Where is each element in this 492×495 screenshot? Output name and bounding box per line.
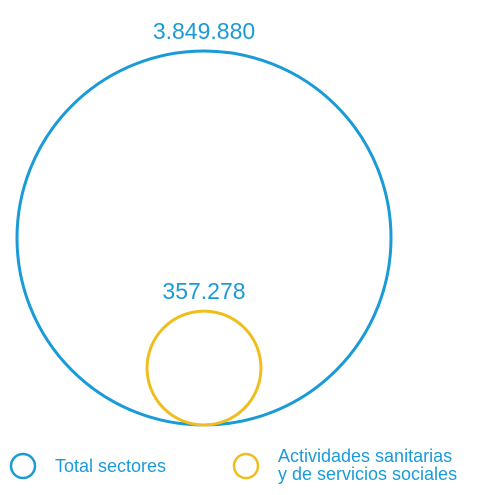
value-label-2: 357.278 xyxy=(162,278,245,304)
value-labels: 3.849.880 357.278 xyxy=(153,18,255,304)
bubbles xyxy=(15,49,393,427)
legend-label: y de servicios sociales xyxy=(278,464,457,484)
legend-label: Total sectores xyxy=(55,456,166,476)
legend-label: Actividades sanitarias xyxy=(278,446,452,466)
bubble-2 xyxy=(145,309,263,427)
legend-item-1: Total sectores xyxy=(9,452,166,480)
value-label-1: 3.849.880 xyxy=(153,18,255,44)
legend-circle-icon xyxy=(232,452,260,480)
bubble-1 xyxy=(15,49,393,427)
legend-circle-icon xyxy=(9,452,37,480)
